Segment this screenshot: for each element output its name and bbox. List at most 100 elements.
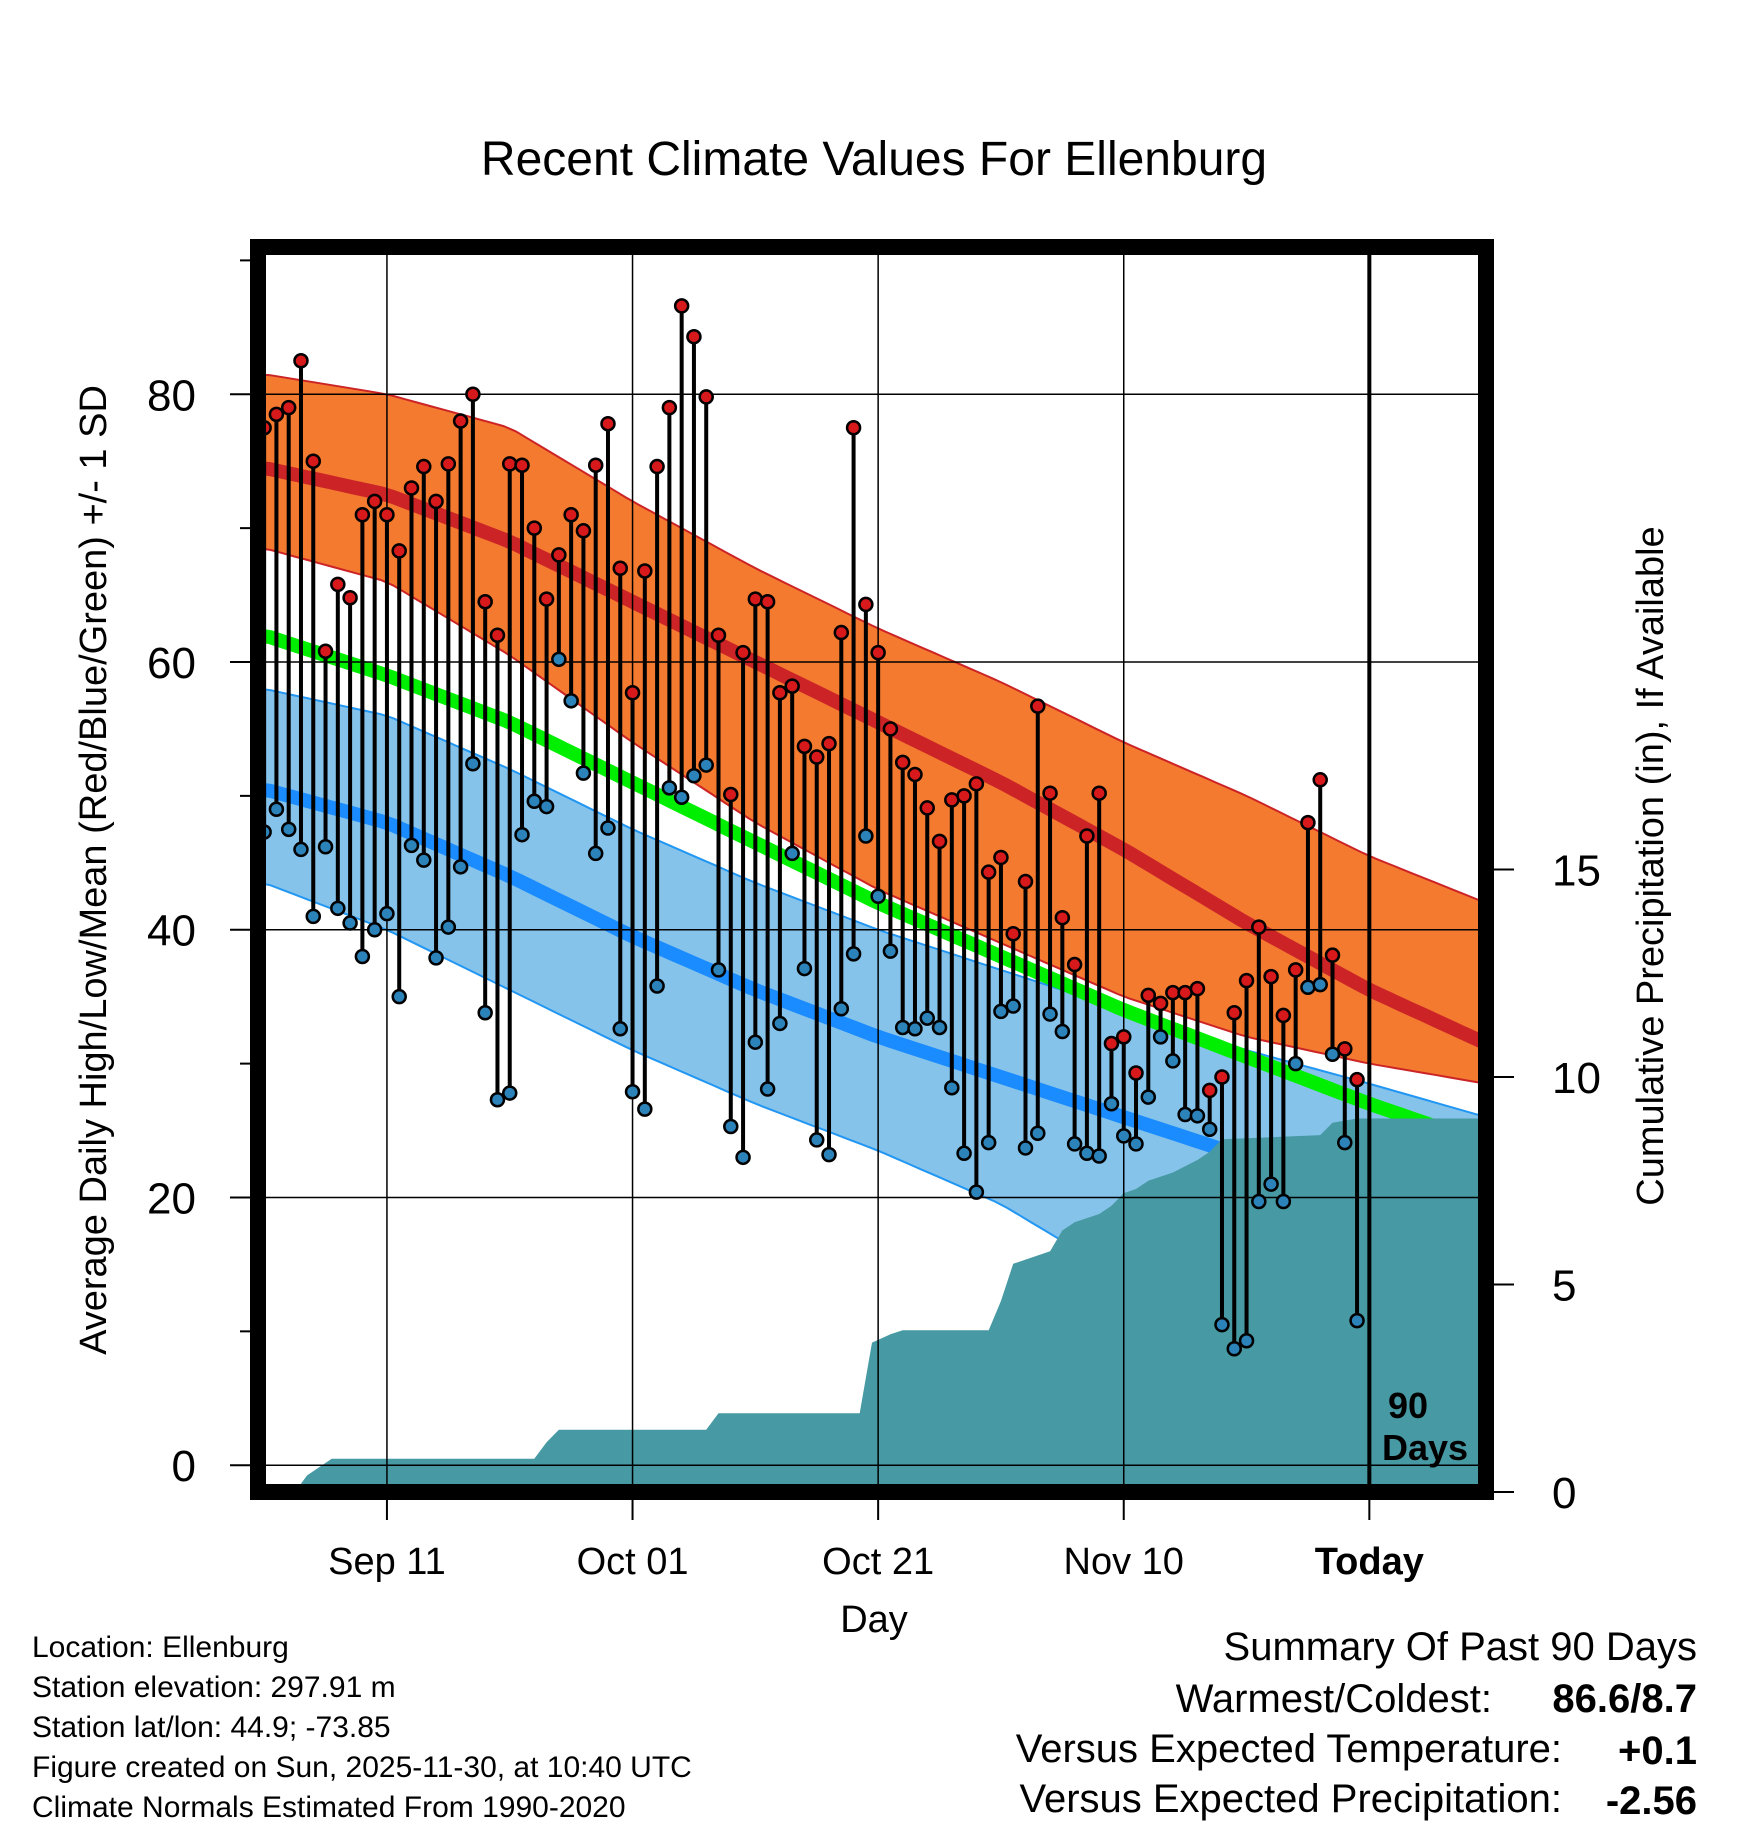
daily-low-point — [1226, 1341, 1243, 1357]
daily-high-point — [772, 685, 788, 701]
daily-high-point — [428, 493, 444, 510]
daily-high-point — [514, 457, 530, 473]
daily-high-point — [416, 458, 432, 475]
daily-high-point — [1091, 785, 1107, 801]
daily-high-point — [587, 457, 604, 473]
y2-tick-label: 0 — [1552, 1469, 1576, 1518]
daily-low-point — [673, 789, 690, 805]
daily-high-point — [661, 399, 678, 416]
daily-high-point — [526, 520, 543, 536]
daily-high-point — [882, 721, 899, 737]
x-tick-label: Sep 11 — [328, 1541, 446, 1583]
daily-low-point — [1201, 1121, 1218, 1137]
daily-low-point — [747, 1034, 764, 1050]
daily-low-point — [1005, 998, 1021, 1014]
daily-low-point — [1042, 1006, 1058, 1022]
daily-low-point — [870, 888, 886, 905]
cumulative-precip-area — [294, 1118, 1486, 1492]
daily-high-point — [624, 685, 641, 701]
daily-low-point — [723, 1118, 739, 1135]
daily-low-point — [931, 1019, 948, 1036]
daily-high-point — [723, 786, 739, 803]
daily-high-point — [1042, 785, 1058, 801]
daily-low-point — [1066, 1136, 1083, 1152]
daily-low-point — [514, 826, 530, 843]
daily-high-point — [894, 754, 911, 771]
daily-low-point — [563, 693, 579, 709]
daily-low-point — [440, 919, 457, 935]
daily-high-point — [956, 788, 972, 804]
footer-location: Location: Ellenburg — [32, 1631, 289, 1664]
daily-low-point — [944, 1079, 960, 1096]
daily-low-point — [1152, 1029, 1169, 1045]
daily-low-point — [379, 905, 395, 922]
daily-high-point — [710, 627, 727, 643]
daily-high-point — [1005, 926, 1021, 942]
y-tick-label: 40 — [147, 907, 196, 956]
daily-high-point — [1079, 828, 1095, 844]
daily-low-point — [1300, 979, 1316, 996]
x-tick-label: Nov 10 — [1064, 1541, 1184, 1583]
daily-high-point — [1312, 772, 1328, 788]
daily-high-point — [1300, 814, 1316, 831]
daily-high-point — [931, 833, 948, 850]
daily-low-point — [1115, 1128, 1132, 1144]
daily-low-point — [1165, 1053, 1181, 1069]
daily-low-point — [1189, 1108, 1206, 1124]
summary-heading: Summary Of Past 90 Days — [1224, 1625, 1697, 1669]
daily-low-point — [907, 1021, 923, 1037]
daily-low-point — [342, 915, 358, 931]
y-tick-label: 80 — [147, 371, 196, 420]
daily-high-point — [907, 766, 923, 783]
x-tick-label: Today — [1315, 1541, 1424, 1583]
summary-warmest-label: Warmest/Coldest: — [1176, 1677, 1492, 1721]
y2-axis-label: Cumulative Precipitation (in), If Availa… — [1630, 526, 1672, 1205]
daily-low-point — [882, 943, 899, 959]
daily-high-point — [833, 624, 850, 641]
daily-high-point — [1287, 962, 1304, 978]
daily-high-point — [1140, 987, 1157, 1004]
daily-low-point — [624, 1083, 641, 1100]
x-tick-label: Oct 01 — [577, 1541, 689, 1583]
daily-low-point — [1214, 1316, 1230, 1333]
today-label-days: Days — [1382, 1427, 1468, 1468]
daily-low-point — [416, 852, 432, 868]
daily-high-point — [452, 413, 469, 429]
daily-high-point — [747, 591, 764, 607]
daily-low-point — [268, 801, 285, 818]
daily-low-point — [759, 1081, 776, 1097]
daily-high-point — [858, 596, 874, 613]
daily-low-point — [1263, 1176, 1279, 1192]
daily-low-point — [686, 768, 702, 784]
daily-high-point — [1201, 1082, 1218, 1099]
daily-low-point — [956, 1145, 972, 1162]
daily-high-point — [342, 589, 358, 606]
daily-high-point — [968, 776, 985, 792]
daily-low-point — [477, 1004, 493, 1021]
daily-high-point — [1349, 1071, 1365, 1088]
daily-high-point — [551, 547, 567, 563]
summary-temp-value: +0.1 — [1618, 1729, 1697, 1773]
daily-high-point — [391, 543, 407, 559]
daily-low-point — [526, 793, 543, 809]
daily-high-point — [759, 594, 776, 610]
daily-low-point — [661, 780, 678, 796]
daily-high-point — [1054, 909, 1071, 926]
axes-layer: 0 20 40 60 80 0 5 10 15 Sep 11 Oct 01 Oct 21 Nov 10 T… — [147, 239, 1601, 1583]
daily-low-point — [1324, 1046, 1341, 1062]
daily-high-point — [784, 678, 800, 694]
daily-low-point — [1349, 1312, 1365, 1329]
daily-high-point — [465, 386, 481, 403]
daily-high-point — [600, 415, 616, 432]
daily-high-point — [870, 644, 886, 661]
daily-high-point — [637, 563, 653, 579]
daily-high-point — [1189, 980, 1206, 997]
daily-low-point — [858, 828, 874, 844]
daily-low-point — [489, 1092, 506, 1108]
daily-high-point — [1226, 1004, 1243, 1021]
daily-low-point — [796, 960, 813, 977]
daily-high-point — [1066, 956, 1083, 973]
daily-low-point — [1337, 1134, 1353, 1151]
observations-layer — [258, 298, 1365, 1357]
